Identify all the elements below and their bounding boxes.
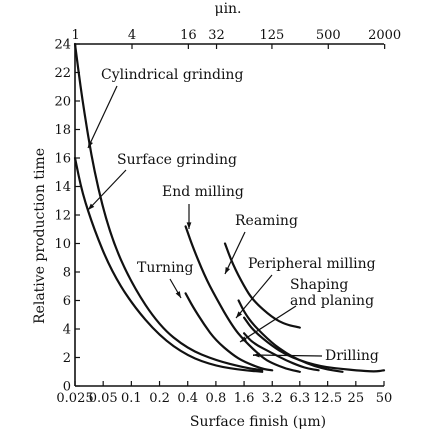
y-tick-label: 14 [54, 180, 71, 195]
arrowhead-peripheral-milling [236, 311, 243, 318]
arrowhead-turning [175, 291, 181, 298]
x-tick-label: 25 [348, 391, 365, 406]
label-cylindrical-grinding: Cylindrical grinding [101, 67, 243, 83]
x-tick-label: 6.3 [289, 391, 310, 406]
x-tick-label: 0.2 [149, 391, 170, 406]
y-tick-label: 12 [54, 209, 71, 224]
top-tick-label: 32 [208, 28, 225, 43]
top-tick-label: 2000 [368, 28, 401, 43]
y-tick-label: 20 [54, 95, 71, 110]
top-tick-label: 500 [316, 28, 341, 43]
curve-cylindrical-grinding [73, 42, 264, 372]
curve-drilling [243, 332, 320, 372]
x-tick-label: 0.05 [89, 391, 118, 406]
y-tick-label: 2 [63, 351, 71, 366]
leader-shaping-and-planing [239, 305, 297, 343]
arrowhead-surface-grinding [88, 203, 95, 210]
curve-shaping-and-planing [237, 299, 344, 373]
arrowhead-shaping-and-planing [240, 336, 247, 342]
curve-peripheral-milling [243, 316, 386, 373]
label-shaping-and-planing: and planing [290, 293, 374, 309]
curves [73, 42, 386, 373]
top-tick-label: 125 [260, 28, 285, 43]
leader-surface-grinding [87, 169, 127, 211]
leader-cylindrical-grinding [87, 85, 118, 149]
label-peripheral-milling: Peripheral milling [248, 256, 376, 272]
label-drilling: Drilling [325, 348, 379, 364]
y-tick-label: 8 [63, 266, 71, 281]
top-tick-label: 4 [128, 28, 136, 43]
leader-reaming [224, 231, 246, 275]
label-reaming: Reaming [235, 213, 298, 229]
curve-reaming [223, 242, 301, 329]
curve-end-milling [184, 225, 301, 373]
y-tick-label: 24 [54, 38, 71, 53]
x-axis-title: Surface finish (μm) [190, 414, 326, 430]
top-tick-label: 1 [72, 28, 80, 43]
x-tick-label: 1.6 [234, 391, 255, 406]
y-axis-title: Relative production time [32, 148, 48, 324]
y-tick-label: 10 [54, 237, 71, 252]
curve-turning [184, 292, 274, 372]
top-tick-label: 16 [180, 28, 197, 43]
arrowhead-cylindrical-grinding [88, 141, 93, 148]
curve-labels: Cylindrical grinding Surface grinding End … [87, 67, 379, 364]
leader-peripheral-milling [235, 274, 273, 319]
y-tick-label: 4 [63, 323, 71, 338]
x-tick-label: 0.8 [206, 391, 227, 406]
label-shaping-and-planing: Shaping [290, 277, 348, 293]
y-tick-label: 16 [54, 152, 71, 167]
x-tick-label: 12.5 [313, 391, 342, 406]
curve-surface-grinding [73, 156, 264, 373]
label-end-milling: End milling [162, 184, 244, 200]
arrowhead-drilling [253, 352, 260, 358]
arrowhead-reaming [225, 267, 230, 274]
x-tick-label: 0.4 [177, 391, 198, 406]
y-tick-label: 6 [63, 294, 71, 309]
x-tick-label: 3.2 [262, 391, 283, 406]
top-axis-title: μin. [214, 1, 241, 17]
label-turning: Turning [137, 260, 194, 276]
y-tick-label: 0 [63, 380, 71, 395]
arrowhead-end-milling [186, 222, 192, 229]
x-tick-label: 0.1 [121, 391, 142, 406]
x-tick-label: 50 [376, 391, 393, 406]
x-tick-label: 0.025 [56, 391, 93, 406]
y-tick-label: 22 [54, 66, 71, 81]
y-tick-label: 18 [54, 123, 71, 138]
label-surface-grinding: Surface grinding [117, 152, 237, 168]
leader-drilling [252, 354, 323, 357]
